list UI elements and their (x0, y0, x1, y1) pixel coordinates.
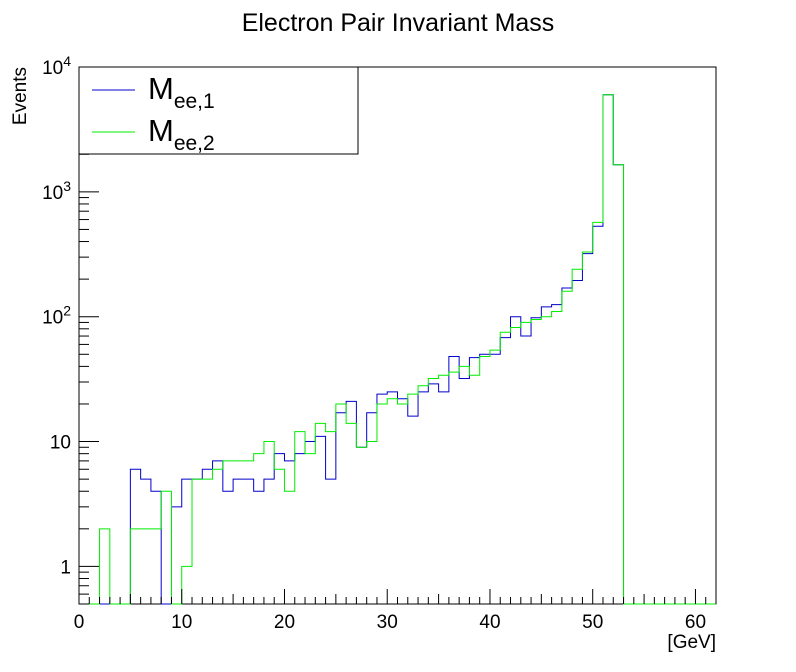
y-tick-label: 10 (50, 433, 71, 454)
legend-box (78, 66, 359, 155)
x-tick-label: 0 (74, 612, 85, 633)
x-axis-label: [GeV] (667, 632, 716, 653)
x-tick-label: 60 (685, 612, 706, 633)
legend-label-2-main: M (148, 113, 174, 148)
series-1-line (79, 94, 716, 605)
y-tick-label: 1 (60, 557, 71, 578)
chart-title: Electron Pair Invariant Mass (242, 9, 555, 37)
legend-label-1: Mee,1 (148, 71, 215, 113)
y-axis: 1 10 102 103 104 (42, 53, 99, 605)
legend-label-1-sub: ee,1 (174, 90, 215, 113)
y-tick-label: 104 (42, 53, 71, 79)
x-tick-label: 30 (377, 612, 398, 633)
series-2-line (79, 94, 716, 605)
legend-label-2: Mee,2 (148, 113, 215, 155)
legend: Mee,1 Mee,2 (78, 66, 359, 155)
x-tick-label: 50 (582, 612, 603, 633)
x-tick-label: 10 (171, 612, 192, 633)
y-tick-label: 103 (42, 178, 71, 204)
y-tick-label: 102 (42, 303, 71, 329)
x-tick-label: 20 (274, 612, 295, 633)
series-layer (79, 94, 716, 605)
legend-label-1-main: M (148, 71, 174, 106)
legend-label-2-sub: ee,2 (174, 132, 215, 155)
x-axis: 0 10 20 30 40 50 60 (74, 589, 717, 633)
y-axis-label: Events (10, 67, 31, 125)
x-tick-label: 40 (479, 612, 500, 633)
